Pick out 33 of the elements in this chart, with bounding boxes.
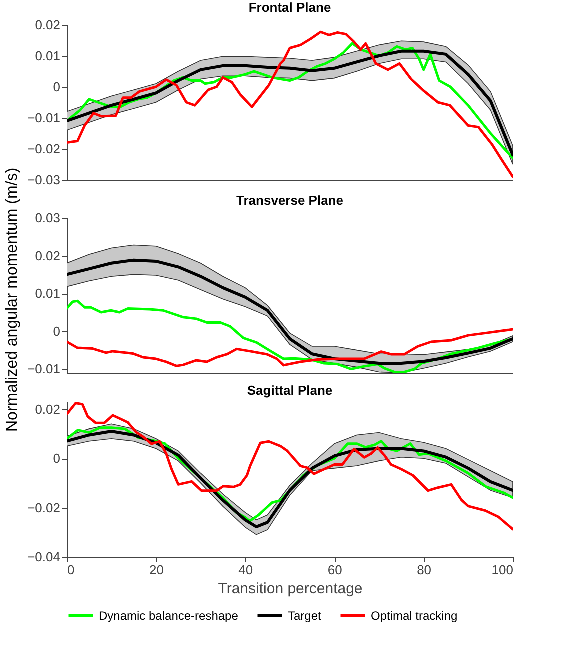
y-tick-label: 0.01 <box>35 286 60 302</box>
y-tick-label: 0 <box>53 324 60 339</box>
y-tick-label: 0.02 <box>35 402 60 417</box>
legend-label: Dynamic balance-reshape <box>99 609 239 623</box>
y-tick-label: 0 <box>53 451 60 466</box>
y-tick-label: −0.02 <box>28 142 60 156</box>
chart-title: Transverse Plane <box>236 193 344 208</box>
y-tick-label: −0.02 <box>28 500 60 516</box>
y-tick-label: 0.02 <box>35 18 60 32</box>
y-tick-label: −0.01 <box>28 110 60 126</box>
x-axis-title: Transition percentage <box>218 580 363 598</box>
y-tick-label: 0 <box>53 80 60 94</box>
x-tick-label: 0 <box>68 562 75 578</box>
y-tick-label: 0.02 <box>35 248 60 264</box>
y-tick-label: −0.04 <box>28 550 60 564</box>
chart-title: Sagittal Plane <box>247 383 333 398</box>
y-tick-label: −0.03 <box>28 172 60 188</box>
line-series <box>67 30 513 178</box>
x-tick-label: 80 <box>417 562 432 578</box>
line-series <box>67 402 513 531</box>
x-tick-label: 100 <box>492 562 514 578</box>
line-series <box>67 258 513 366</box>
x-tick-label: 20 <box>149 562 164 578</box>
y-tick-label: 0.03 <box>35 210 60 226</box>
y-tick-label: −0.01 <box>28 362 60 377</box>
x-tick-label: 40 <box>238 562 254 578</box>
y-tick-label: 0.01 <box>35 48 60 64</box>
legend-label: Target <box>288 609 322 623</box>
y-axis-title: Normalized angular momentum (m/s) <box>4 166 22 434</box>
line-series <box>67 328 513 368</box>
legend-label: Optimal tracking <box>371 609 458 623</box>
x-tick-label: 60 <box>328 562 342 578</box>
chart-title: Frontal Plane <box>248 0 332 15</box>
